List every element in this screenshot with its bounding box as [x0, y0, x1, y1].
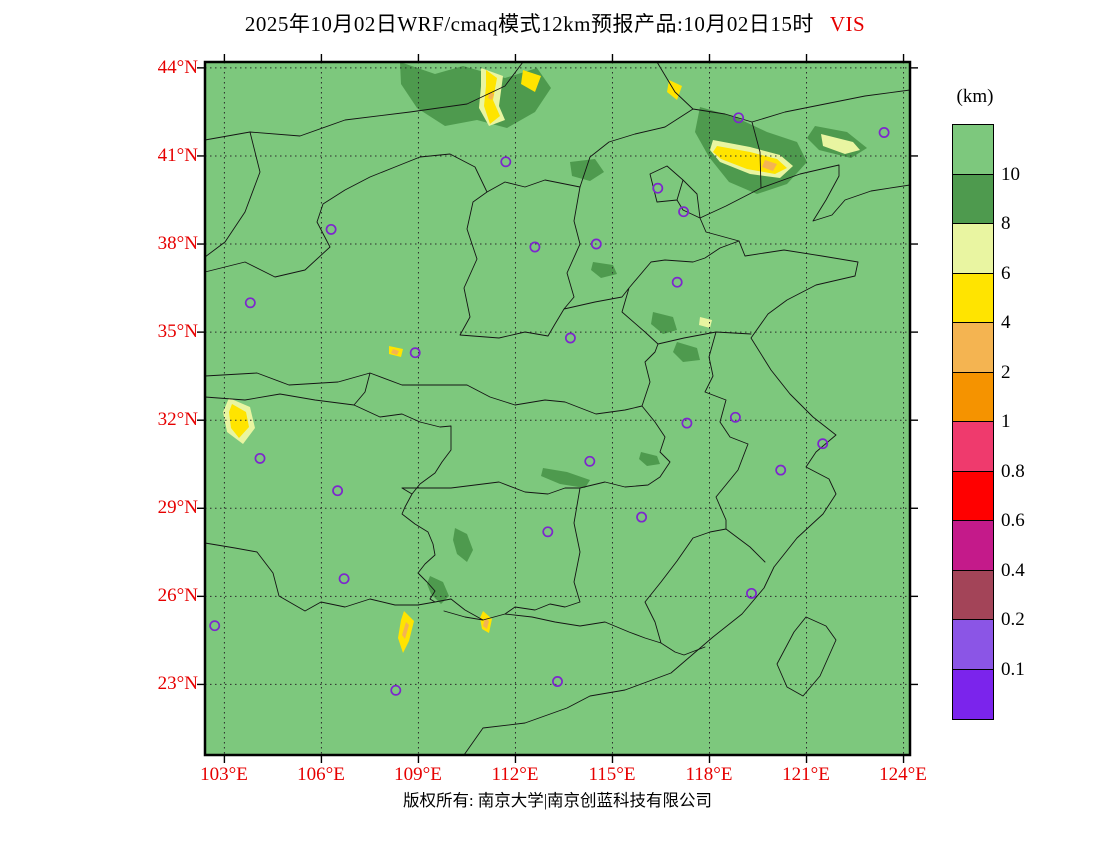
lon-tick-label: 115°E: [588, 764, 636, 785]
lon-tick-label: 103°E: [200, 764, 248, 785]
city-marker: [390, 684, 402, 696]
lat-tick-label: 26°N: [157, 585, 198, 606]
map-canvas: [197, 54, 918, 763]
legend-swatch: [953, 471, 993, 521]
lon-tick-label: 112°E: [491, 764, 539, 785]
title-text: 2025年10月02日WRF/cmaq模式12km预报产品:10月02日15时: [244, 12, 814, 36]
legend-swatch: [953, 224, 993, 274]
legend-value-label: 0.8: [1001, 460, 1025, 482]
coastline: [463, 164, 911, 756]
legend-swatch: [953, 422, 993, 472]
legend-value-label: 0.4: [1001, 559, 1025, 581]
city-marker: [733, 112, 745, 124]
legend-swatch: [953, 323, 993, 373]
province-borders: [204, 61, 911, 656]
city-marker: [338, 573, 350, 585]
city-marker: [332, 485, 344, 497]
legend-swatch: [953, 669, 993, 719]
title-product-code: VIS: [829, 12, 866, 36]
city-marker: [671, 276, 683, 288]
city-markers-layer: [209, 112, 890, 696]
lat-tick-label: 32°N: [157, 409, 198, 430]
legend-swatch: [953, 521, 993, 571]
legend-value-label: 4: [1001, 312, 1011, 333]
legend-swatch: [953, 125, 993, 175]
legend-swatch: [953, 620, 993, 670]
city-marker: [529, 241, 541, 253]
lat-tick-label: 41°N: [157, 145, 198, 166]
city-marker: [552, 676, 563, 687]
page-title: 2025年10月02日WRF/cmaq模式12km预报产品:10月02日15时 V…: [145, 8, 965, 38]
legend-value-label: 0.2: [1001, 609, 1025, 630]
lat-tick-label: 44°N: [157, 57, 198, 78]
city-marker: [652, 182, 664, 194]
legend-value-label: 8: [1001, 213, 1011, 234]
tick-layer: [197, 54, 918, 763]
city-marker: [729, 411, 741, 423]
lon-tick-label: 124°E: [879, 764, 927, 785]
legend-value-label: 0.6: [1001, 510, 1025, 531]
map-frame-border: [203, 60, 912, 757]
legend-colorbar: [952, 124, 994, 720]
city-marker: [244, 297, 256, 309]
city-marker: [500, 156, 512, 168]
legend-swatch: [953, 273, 993, 323]
city-marker: [590, 238, 602, 250]
city-marker: [681, 417, 693, 429]
grid-layer: [205, 62, 910, 755]
legend-value-label: 2: [1001, 361, 1011, 383]
copyright-text: 版权所有: 南京大学|南京创蓝科技有限公司: [402, 791, 712, 810]
lat-tick-label: 38°N: [157, 233, 198, 254]
lon-tick-label: 121°E: [782, 764, 830, 785]
city-marker: [817, 438, 829, 450]
legend-swatch: [953, 570, 993, 620]
city-marker: [564, 332, 576, 344]
city-marker: [254, 452, 266, 464]
lon-tick-label: 118°E: [685, 764, 733, 785]
city-marker: [409, 347, 421, 359]
taiwan-island-outline: [776, 616, 837, 697]
legend-value-label: 1: [1001, 411, 1011, 432]
lon-tick-label: 106°E: [297, 764, 345, 785]
city-marker: [636, 511, 648, 523]
legend-value-label: 6: [1001, 262, 1011, 284]
city-marker: [678, 206, 690, 218]
city-marker: [325, 223, 337, 235]
lat-tick-label: 23°N: [157, 673, 198, 694]
city-marker: [878, 127, 890, 138]
lat-tick-label: 29°N: [157, 497, 198, 518]
legend-swatch: [953, 174, 993, 224]
legend-value-label: 0.1: [1001, 658, 1025, 680]
legend-value-label: 10: [1001, 163, 1020, 185]
city-marker: [209, 620, 221, 632]
patches-2-4km: [391, 92, 777, 639]
lon-tick-label: 109°E: [394, 764, 442, 785]
legend-swatch: [953, 372, 993, 422]
legend-unit-label: (km): [956, 86, 994, 107]
map-svg: [197, 54, 918, 763]
city-marker: [584, 455, 596, 467]
city-marker: [542, 526, 554, 538]
lat-tick-label: 35°N: [157, 321, 198, 342]
city-marker: [746, 587, 757, 599]
city-marker: [775, 464, 787, 476]
